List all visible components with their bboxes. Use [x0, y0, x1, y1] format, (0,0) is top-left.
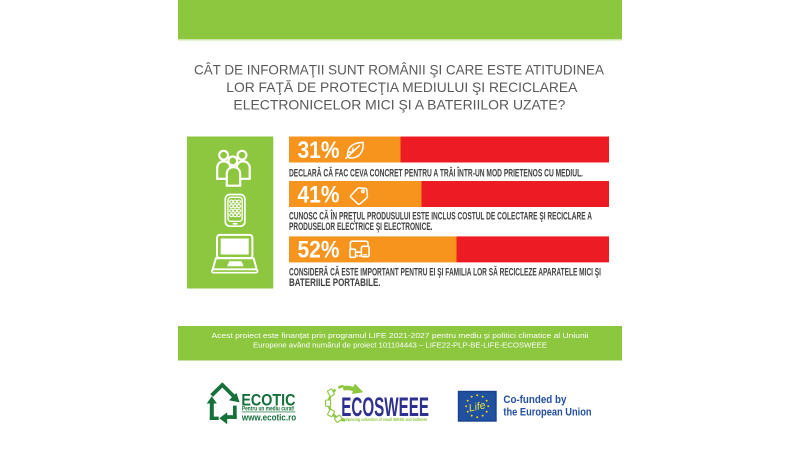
svg-text:ECOSWEEE: ECOSWEEE: [341, 392, 429, 422]
svg-text:Enhancing collection of small: Enhancing collection of small W/EEE and …: [342, 417, 428, 422]
svg-text:Acest proiect este finanţat pr: Acest proiect este finanţat prin program…: [212, 331, 589, 340]
svg-text:DECLARĂ CĂ FAC CEVA CONCRET PE: DECLARĂ CĂ FAC CEVA CONCRET PENTRU A TRĂ…: [289, 166, 583, 179]
svg-text:Pentru un mediu curat!: Pentru un mediu curat!: [242, 406, 295, 412]
svg-text:ELECTRONICELOR MICI ŞI A BATER: ELECTRONICELOR MICI ŞI A BATERIILOR UZAT…: [233, 96, 565, 112]
svg-text:CONSIDERĂ CĂ ESTE IMPORTANT PE: CONSIDERĂ CĂ ESTE IMPORTANT PENTRU EI ŞI…: [289, 266, 601, 279]
svg-text:52%: 52%: [298, 237, 340, 264]
svg-text:www.ecotic.ro: www.ecotic.ro: [241, 413, 296, 424]
svg-text:PRODUSELOR ELECTRICE ŞI ELECTR: PRODUSELOR ELECTRICE ŞI ELECTRONICE.: [289, 221, 433, 233]
svg-text:the European Union: the European Union: [503, 407, 591, 419]
svg-text:Life: Life: [468, 399, 487, 414]
svg-text:CUNOSC CĂ ÎN PREŢUL PRODUSULUI: CUNOSC CĂ ÎN PREŢUL PRODUSULUI ESTE INCL…: [289, 210, 592, 223]
svg-text:CÂT DE INFORMAŢII SUNT ROMÂNII: CÂT DE INFORMAŢII SUNT ROMÂNII ŞI CARE E…: [194, 61, 605, 77]
svg-text:LOR FAŢĂ DE PROTECŢIA MEDIULUI: LOR FAŢĂ DE PROTECŢIA MEDIULUI ŞI RECICL…: [226, 79, 578, 95]
svg-text:31%: 31%: [298, 137, 340, 164]
svg-text:Europene având numărul de proi: Europene având numărul de proiect 101104…: [253, 341, 547, 350]
svg-text:41%: 41%: [298, 181, 340, 208]
svg-text:BATERIILE PORTABILE.: BATERIILE PORTABILE.: [289, 277, 381, 289]
svg-text:ECOTIC: ECOTIC: [241, 391, 295, 409]
svg-text:Co-funded by: Co-funded by: [503, 394, 566, 406]
